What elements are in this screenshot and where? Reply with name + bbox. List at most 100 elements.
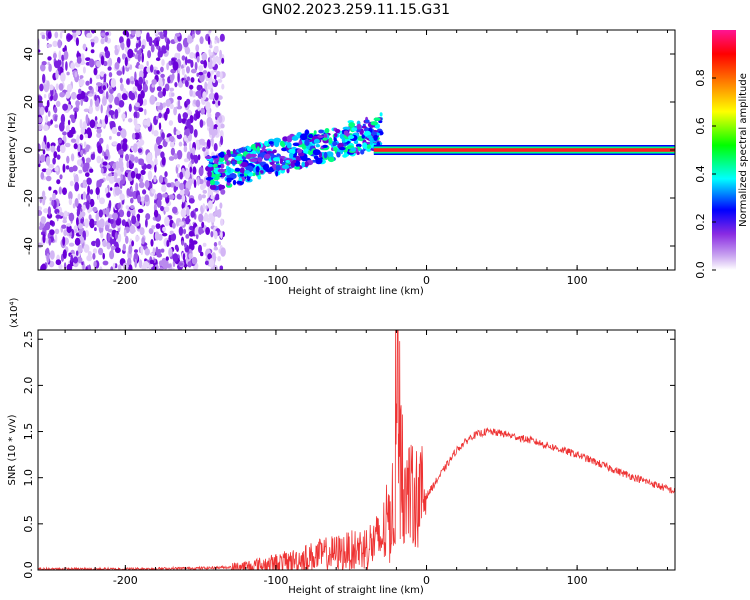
noise-pixel xyxy=(70,153,75,162)
noise-pixel xyxy=(60,113,66,124)
drift-pixel xyxy=(257,156,263,163)
noise-pixel xyxy=(65,125,70,133)
noise-pixel xyxy=(146,164,152,169)
drift-pixel xyxy=(268,141,274,145)
noise-pixel xyxy=(49,197,53,202)
noise-pixel xyxy=(209,55,212,64)
noise-pixel xyxy=(202,242,207,247)
noise-pixel xyxy=(98,209,104,218)
noise-pixel xyxy=(178,226,184,236)
noise-pixel xyxy=(104,35,108,43)
noise-pixel xyxy=(49,250,55,260)
noise-pixel xyxy=(183,158,189,163)
noise-pixel xyxy=(150,44,155,53)
noise-pixel xyxy=(94,116,98,122)
noise-pixel xyxy=(171,92,175,97)
drift-pixel xyxy=(265,169,274,173)
noise-pixel xyxy=(109,104,113,109)
drift-pixel xyxy=(362,142,368,150)
noise-pixel xyxy=(38,49,41,53)
noise-pixel xyxy=(82,191,86,201)
noise-pixel xyxy=(202,189,208,194)
noise-pixel xyxy=(135,182,139,193)
drift-pixel xyxy=(370,121,379,126)
drift-pixel xyxy=(257,175,262,180)
noise-pixel xyxy=(96,60,101,68)
noise-pixel xyxy=(150,263,153,268)
spectrogram-ylabel: Frequency (Hz) xyxy=(7,112,18,188)
noise-pixel xyxy=(219,71,223,80)
noise-pixel xyxy=(90,153,95,160)
noise-pixel xyxy=(62,163,66,173)
noise-pixel xyxy=(108,57,113,67)
noise-pixel xyxy=(218,240,222,246)
noise-pixel xyxy=(154,143,158,153)
noise-pixel xyxy=(183,145,188,153)
noise-pixel xyxy=(86,32,93,39)
noise-pixel xyxy=(143,99,147,104)
drift-pixel xyxy=(238,147,246,153)
noise-pixel xyxy=(110,266,114,270)
noise-pixel xyxy=(69,114,75,119)
noise-pixel xyxy=(189,225,194,231)
drift-pixel xyxy=(282,136,289,142)
noise-pixel xyxy=(190,77,195,83)
noise-pixel xyxy=(76,159,82,166)
noise-pixel xyxy=(116,131,121,137)
noise-pixel xyxy=(94,227,97,232)
drift-pixel xyxy=(339,146,346,151)
noise-pixel xyxy=(114,231,118,240)
noise-pixel xyxy=(125,235,129,244)
noise-pixel xyxy=(122,53,125,60)
noise-pixel xyxy=(219,202,223,209)
noise-pixel xyxy=(102,85,107,91)
noise-pixel xyxy=(60,68,64,73)
drift-pixel xyxy=(239,167,245,175)
snr-ytick-label: 0.0 xyxy=(22,561,35,579)
noise-pixel xyxy=(59,122,65,132)
noise-pixel xyxy=(126,31,129,38)
noise-pixel xyxy=(154,193,157,200)
noise-pixel xyxy=(76,134,80,144)
noise-pixel xyxy=(214,40,217,44)
noise-pixel xyxy=(94,94,97,101)
snr-xtick-label: -100 xyxy=(263,574,288,587)
noise-pixel xyxy=(182,80,186,84)
noise-pixel xyxy=(102,260,109,266)
snr-xtick-label: -200 xyxy=(113,574,138,587)
noise-pixel xyxy=(68,212,75,222)
noise-pixel xyxy=(53,106,58,114)
noise-pixel xyxy=(41,141,46,150)
drift-pixel xyxy=(301,144,307,150)
noise-pixel xyxy=(130,170,136,179)
colorbar-ticks: 0.0 0.2 0.4 0.6 0.8 xyxy=(694,69,716,279)
noise-pixel xyxy=(62,131,67,136)
noise-pixel xyxy=(54,31,59,39)
snr-ytick-label: 0.5 xyxy=(22,515,35,533)
noise-pixel xyxy=(195,30,201,35)
noise-pixel xyxy=(138,76,144,85)
noise-pixel xyxy=(58,139,62,144)
colorbar-tick-label: 0.4 xyxy=(694,165,707,183)
spectrogram-ytick-label: 20 xyxy=(22,95,35,109)
noise-pixel xyxy=(38,206,43,211)
noise-pixel xyxy=(210,93,215,98)
noise-pixel xyxy=(66,263,73,270)
noise-pixel xyxy=(200,251,204,257)
noise-pixel xyxy=(104,114,109,125)
noise-pixel xyxy=(119,180,123,190)
noise-pixel xyxy=(207,80,212,90)
noise-pixel xyxy=(63,50,69,60)
drift-pixel xyxy=(289,152,294,159)
drift-pixel xyxy=(224,155,229,162)
noise-pixel xyxy=(56,179,61,185)
noise-pixel xyxy=(115,247,121,254)
noise-pixel xyxy=(58,264,63,270)
noise-pixel xyxy=(85,266,88,270)
noise-pixel xyxy=(41,34,46,40)
snr-ytick-label: 1.0 xyxy=(22,469,35,487)
noise-pixel xyxy=(115,218,121,226)
noise-pixel xyxy=(161,156,166,166)
noise-pixel xyxy=(206,116,213,126)
